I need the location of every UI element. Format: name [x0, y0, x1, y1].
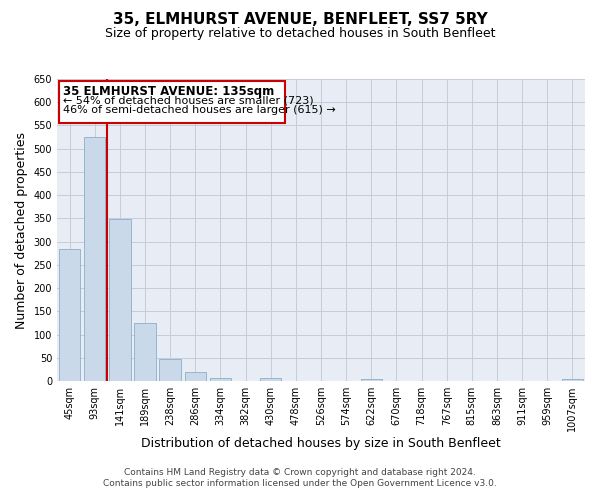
- Bar: [361, 379, 382, 381]
- FancyBboxPatch shape: [59, 82, 285, 123]
- Text: Contains HM Land Registry data © Crown copyright and database right 2024.
Contai: Contains HM Land Registry data © Crown c…: [103, 468, 497, 487]
- Bar: [134, 323, 156, 381]
- Text: 46% of semi-detached houses are larger (615) →: 46% of semi-detached houses are larger (…: [62, 104, 335, 115]
- Bar: [260, 378, 281, 381]
- X-axis label: Distribution of detached houses by size in South Benfleet: Distribution of detached houses by size …: [141, 437, 501, 450]
- Bar: [109, 220, 131, 381]
- Y-axis label: Number of detached properties: Number of detached properties: [15, 132, 28, 328]
- Bar: [185, 372, 206, 381]
- Bar: [59, 248, 80, 381]
- Text: Size of property relative to detached houses in South Benfleet: Size of property relative to detached ho…: [105, 28, 495, 40]
- Text: 35, ELMHURST AVENUE, BENFLEET, SS7 5RY: 35, ELMHURST AVENUE, BENFLEET, SS7 5RY: [113, 12, 487, 28]
- Text: 35 ELMHURST AVENUE: 135sqm: 35 ELMHURST AVENUE: 135sqm: [62, 85, 274, 98]
- Text: ← 54% of detached houses are smaller (723): ← 54% of detached houses are smaller (72…: [62, 96, 313, 106]
- Bar: [160, 359, 181, 381]
- Bar: [210, 378, 231, 381]
- Bar: [84, 137, 106, 381]
- Bar: [562, 379, 583, 381]
